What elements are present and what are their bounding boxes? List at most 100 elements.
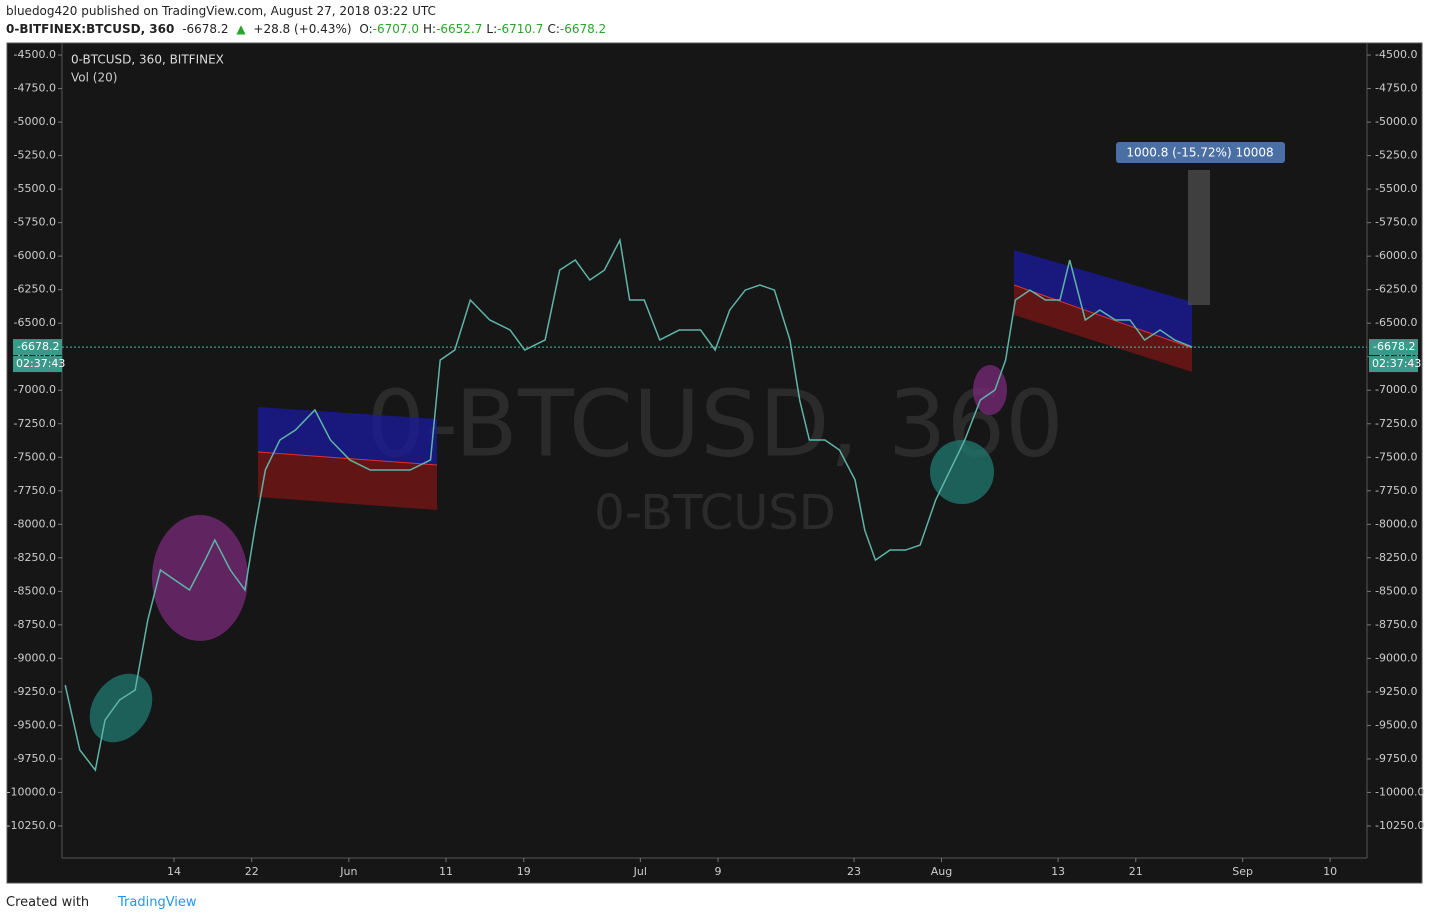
x-tick-label: 11 xyxy=(439,865,453,878)
brand[interactable]: TradingView xyxy=(118,895,197,910)
x-tick-label: 14 xyxy=(167,865,181,878)
y-tick-label: -10250.0 xyxy=(1375,819,1424,832)
ohlc-value: -6707.0 xyxy=(372,22,419,36)
x-tick-label: 10 xyxy=(1323,865,1337,878)
ohlc-value: -6652.7 xyxy=(436,22,483,36)
y-tick-label: -5500.0 xyxy=(1375,182,1417,195)
ohlc-key: O: xyxy=(359,22,373,36)
y-tick-label: -8750.0 xyxy=(1375,618,1417,631)
x-tick-label: Jul xyxy=(633,865,647,878)
watermark-sub: 0-BTCUSD xyxy=(594,485,836,541)
y-tick-label: -6000.0 xyxy=(14,249,56,262)
x-tick-label: 13 xyxy=(1051,865,1065,878)
y-tick-label: -9500.0 xyxy=(14,718,56,731)
y-tick-label: -4500.0 xyxy=(14,48,56,61)
y-tick-label: -10250.0 xyxy=(7,819,56,832)
y-tick-label: -6250.0 xyxy=(1375,283,1417,296)
y-tick-label: -6500.0 xyxy=(1375,316,1417,329)
price-line xyxy=(64,237,1193,772)
y-tick-label: -6250.0 xyxy=(14,283,56,296)
y-tick-label: -8500.0 xyxy=(14,584,56,597)
y-tick-label: -7250.0 xyxy=(1375,417,1417,430)
legend-title: 0-BTCUSD, 360, BITFINEX xyxy=(71,53,224,67)
y-tick-label: -8000.0 xyxy=(14,517,56,530)
y-tick-label: -7500.0 xyxy=(1375,450,1417,463)
measure-box xyxy=(1188,170,1210,305)
y-tick-label: -4500.0 xyxy=(1375,48,1417,61)
chart-panel xyxy=(6,42,1423,884)
y-tick-label: -5000.0 xyxy=(1375,115,1417,128)
symbol: 0-BITFINEX:BTCUSD, 360 xyxy=(6,22,175,36)
y-tick-label: -7500.0 xyxy=(14,450,56,463)
y-tick-label: -9000.0 xyxy=(14,651,56,664)
y-tick-label: -8000.0 xyxy=(1375,517,1417,530)
x-tick-label: Sep xyxy=(1232,865,1253,878)
y-tick-label: -7750.0 xyxy=(1375,484,1417,497)
channel-lower xyxy=(1014,285,1192,372)
ohlc-key: C: xyxy=(547,22,560,36)
y-tick-label: -10000.0 xyxy=(1375,785,1424,798)
y-tick-label: -7000.0 xyxy=(1375,383,1417,396)
x-tick-label: 9 xyxy=(715,865,722,878)
y-tick-label: -8750.0 xyxy=(14,618,56,631)
countdown-box xyxy=(1369,356,1418,373)
countdown-box xyxy=(13,356,62,373)
y-tick-label: -8250.0 xyxy=(14,551,56,564)
highlight-ellipse xyxy=(89,673,153,743)
y-tick-label: -5250.0 xyxy=(1375,149,1417,162)
x-tick-label: 23 xyxy=(847,865,861,878)
y-tick-label: -5750.0 xyxy=(1375,216,1417,229)
x-tick-label: Jun xyxy=(339,865,357,878)
y-tick-label: -7000.0 xyxy=(14,383,56,396)
y-tick-label: -4750.0 xyxy=(14,82,56,95)
measure-label-box xyxy=(1116,142,1285,163)
highlight-ellipse xyxy=(152,515,248,641)
y-tick-label: -9500.0 xyxy=(1375,718,1417,731)
x-tick-label: 21 xyxy=(1129,865,1143,878)
y-tick-label: -5500.0 xyxy=(14,182,56,195)
ohlc-value: -6710.7 xyxy=(497,22,544,36)
y-tick-label: -9750.0 xyxy=(14,752,56,765)
change: +28.8 (+0.43%) xyxy=(253,22,352,36)
y-tick-label: -5000.0 xyxy=(14,115,56,128)
arrow: ▲ xyxy=(236,22,246,36)
x-tick-label: 22 xyxy=(245,865,259,878)
highlight-ellipse xyxy=(973,365,1007,415)
ohlc: O:-6707.0 H:-6652.7 L:-6710.7 C:-6678.2 xyxy=(359,22,610,36)
created-with: Created with xyxy=(6,895,90,910)
last-price-label: -6678.2 xyxy=(1373,340,1415,353)
y-tick-label: -5250.0 xyxy=(14,149,56,162)
y-tick-label: -9250.0 xyxy=(14,685,56,698)
author-line: bluedog420 published on TradingView.com,… xyxy=(6,4,436,18)
last-price-box xyxy=(13,339,62,356)
legend-volume: Vol (20) xyxy=(71,71,117,85)
countdown: 02:37:43 xyxy=(1372,357,1421,370)
channel-mid xyxy=(1013,284,1193,349)
y-tick-label: -6500.0 xyxy=(14,316,56,329)
x-tick-label: 19 xyxy=(517,865,531,878)
last-price-box xyxy=(1369,339,1418,356)
last-price-label: -6678.2 xyxy=(17,340,59,353)
y-tick-label: -7250.0 xyxy=(14,417,56,430)
y-tick-label: -8500.0 xyxy=(1375,584,1417,597)
ohlc-value: -6678.2 xyxy=(559,22,607,36)
y-tick-label: -9750.0 xyxy=(1375,752,1417,765)
price: -6678.2 xyxy=(182,22,229,36)
symbol-line: 0-BITFINEX:BTCUSD, 360 -6678.2 ▲ +28.8 (… xyxy=(6,22,614,36)
y-tick-label: -7750.0 xyxy=(14,484,56,497)
channel-lower xyxy=(258,452,437,510)
measure-label: 1000.8 (-15.72%) 10008 xyxy=(1126,146,1273,160)
y-tick-label: -9000.0 xyxy=(1375,651,1417,664)
y-tick-label: -6000.0 xyxy=(1375,249,1417,262)
y-tick-label: -9250.0 xyxy=(1375,685,1417,698)
ohlc-key: H: xyxy=(422,22,437,36)
countdown: 02:37:43 xyxy=(16,357,65,370)
y-tick-label: -5750.0 xyxy=(14,216,56,229)
ohlc-key: L: xyxy=(486,22,498,36)
y-tick-label: -4750.0 xyxy=(1375,82,1417,95)
y-tick-label: -8250.0 xyxy=(1375,551,1417,564)
x-tick-label: Aug xyxy=(931,865,952,878)
highlight-ellipse xyxy=(930,440,994,504)
